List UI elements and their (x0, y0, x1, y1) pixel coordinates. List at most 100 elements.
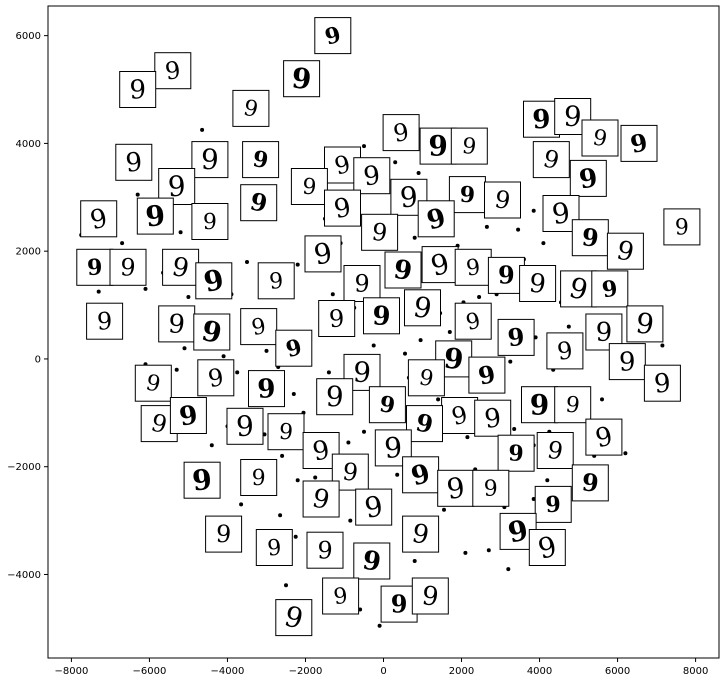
thumbnail-frame (560, 270, 598, 308)
digit-thumbnail: 9 (472, 469, 510, 507)
digit-thumbnail: 9 (191, 141, 229, 179)
thumbnail-digit: 9 (87, 203, 110, 236)
thumbnail-digit: 9 (411, 290, 434, 326)
digit-thumbnail: 9 (421, 246, 459, 284)
digit-thumbnail: 9 (404, 289, 441, 327)
thumbnail-frame (248, 370, 285, 408)
digit-thumbnail: 9 (302, 480, 340, 518)
thumbnail-frame (523, 100, 560, 138)
thumbnail-frame (353, 542, 391, 580)
thumbnail-frame (314, 17, 352, 55)
thumbnail-frame (454, 302, 492, 340)
thumbnail-digit: 9 (459, 182, 476, 209)
digit-thumbnail: 9 (402, 515, 440, 553)
thumbnail-frame (154, 52, 192, 90)
digit-thumbnail: 9 (306, 531, 344, 569)
digit-thumbnail: 9 (528, 529, 566, 566)
thumbnail-frame (86, 302, 124, 340)
thumbnail-digit: 9 (322, 22, 344, 51)
thumbnail-digit: 9 (428, 130, 447, 163)
scatter-point (566, 324, 571, 329)
thumbnail-digit: 9 (483, 403, 503, 435)
digit-thumbnail: 9 (267, 413, 305, 451)
thumbnail-digit: 9 (317, 536, 333, 565)
thumbnail-digit: 9 (215, 520, 232, 549)
thumbnail-frame (419, 127, 457, 165)
thumbnail-digit: 9 (311, 236, 334, 272)
thumbnail-digit: 9 (354, 269, 370, 298)
thumbnail-frame (448, 176, 486, 214)
digit-thumbnail: 9 (154, 52, 192, 90)
thumbnail-digit: 9 (200, 143, 219, 177)
scatter-point (436, 397, 441, 402)
digit-thumbnail: 9 (484, 181, 521, 219)
thumbnail-frame (363, 297, 400, 335)
digit-thumbnail: 9 (546, 332, 584, 370)
digit-thumbnail: 9 (585, 418, 623, 456)
thumbnail-frame (324, 189, 361, 227)
thumbnail-frame (608, 343, 646, 381)
y-tick-label: 4000 (16, 139, 41, 150)
scatter-point (221, 354, 226, 359)
thumbnail-digit: 9 (593, 421, 616, 454)
thumbnail-digit: 9 (310, 435, 332, 468)
digit-thumbnail: 9 (374, 429, 412, 467)
thumbnail-digit: 9 (498, 261, 515, 290)
digit-thumbnail: 9 (448, 176, 486, 214)
scatter-point (313, 475, 318, 480)
thumbnail-digit: 9 (362, 161, 382, 193)
thumbnail-digit: 9 (550, 196, 572, 231)
scatter-point (412, 235, 417, 240)
thumbnail-frame (497, 434, 535, 472)
thumbnail-digit: 9 (360, 546, 383, 578)
scatter-point (178, 230, 183, 235)
scatter-point (600, 397, 604, 402)
digit-thumbnail: 9 (191, 203, 229, 240)
digit-thumbnail: 9 (355, 488, 393, 526)
thumbnail-frame (318, 300, 356, 337)
thumbnail-frame (275, 329, 313, 367)
digit-thumbnail: 9 (571, 464, 609, 502)
scatter-point (280, 453, 285, 458)
digit-thumbnail: 9 (343, 265, 381, 302)
scatter-point (120, 241, 125, 246)
thumbnail-digit: 9 (96, 307, 112, 336)
thumbnail-frame (183, 461, 221, 499)
thumbnail-frame (169, 397, 207, 434)
scatter-point (623, 451, 628, 456)
thumbnail-digit: 9 (530, 388, 549, 421)
digit-thumbnail: 9 (554, 386, 592, 424)
scatter-point (291, 392, 296, 396)
digit-thumbnail: 9 (363, 297, 400, 335)
thumbnail-frame (620, 124, 658, 162)
thumbnail-frame (290, 168, 328, 205)
scatter-point (295, 262, 300, 267)
thumbnail-frame (226, 407, 264, 445)
digit-thumbnail: 9 (569, 159, 607, 197)
scatter-point (416, 171, 421, 175)
digit-thumbnail: 9 (368, 386, 406, 424)
scatter-point (531, 208, 536, 213)
thumbnail-frame (80, 200, 118, 238)
scatter-point (403, 351, 407, 356)
digit-thumbnail: 9 (255, 529, 293, 566)
thumbnail-frame (406, 405, 443, 443)
thumbnail-frame (267, 413, 305, 451)
thumbnail-digit: 9 (508, 440, 525, 467)
digit-thumbnail: 9 (519, 265, 557, 302)
thumbnail-digit: 9 (129, 75, 146, 105)
thumbnail-digit: 9 (391, 118, 411, 148)
thumbnail-digit: 9 (378, 391, 397, 419)
thumbnail-frame (193, 313, 231, 351)
thumbnail-digit: 9 (372, 301, 392, 332)
scatter-point (447, 330, 452, 334)
digit-thumbnail: 9 (119, 71, 157, 108)
scatter-point (174, 367, 179, 372)
thumbnail-frame (474, 399, 512, 437)
digit-thumbnail: 9 (454, 248, 492, 286)
scatter-point (508, 359, 513, 364)
digit-thumbnail: 9 (353, 157, 391, 195)
thumbnail-frame (195, 262, 233, 300)
thumbnail-digit: 9 (409, 519, 431, 552)
x-tick-label: 0 (380, 666, 386, 677)
